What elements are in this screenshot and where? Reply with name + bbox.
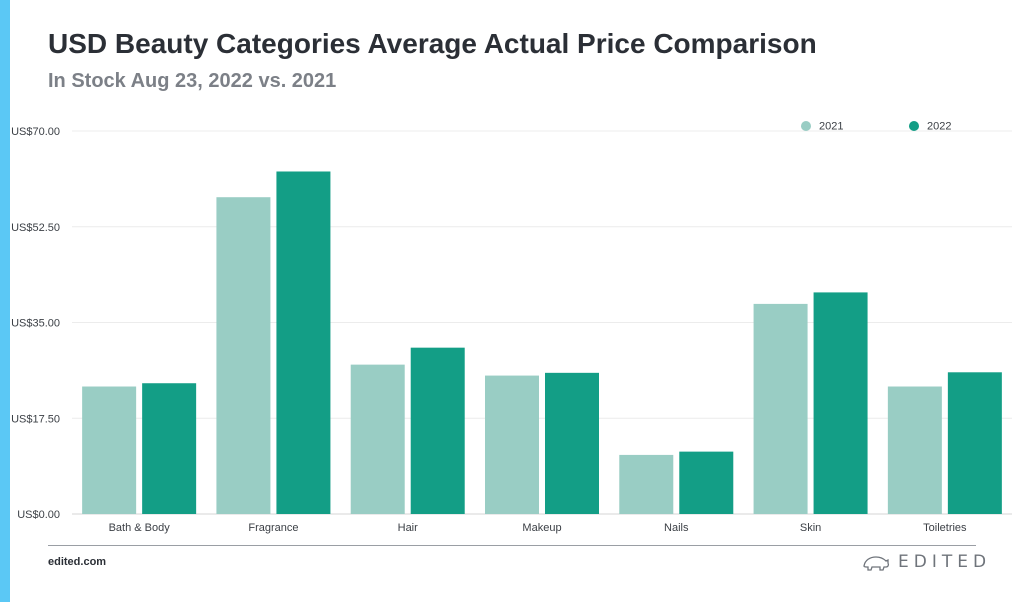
polar-bear-icon: [863, 556, 890, 571]
bar: [545, 372, 599, 514]
y-tick-label: US$35.00: [11, 318, 60, 330]
x-tick-label: Skin: [800, 522, 821, 534]
bar: [350, 364, 405, 514]
legend-label: 2022: [927, 121, 951, 133]
bar: [619, 454, 674, 514]
x-tick-label: Fragrance: [248, 522, 298, 534]
x-tick-label: Hair: [398, 522, 419, 534]
x-tick-label: Bath & Body: [109, 522, 171, 534]
x-tick-label: Nails: [664, 522, 689, 534]
bar: [679, 451, 734, 514]
y-tick-label: US$17.50: [11, 413, 60, 425]
footer-site-link[interactable]: edited.com: [48, 556, 107, 568]
legend-marker: [909, 121, 919, 131]
bar: [813, 292, 868, 514]
x-tick-label: Toiletries: [923, 522, 967, 534]
bar: [947, 372, 1002, 514]
legend-label: 2021: [819, 121, 843, 133]
bar: [276, 171, 331, 514]
bar: [82, 386, 137, 514]
y-tick-label: US$52.50: [11, 222, 60, 234]
brand-name: EDITED: [898, 552, 992, 572]
bar: [887, 386, 942, 514]
chart-title: USD Beauty Categories Average Actual Pri…: [48, 28, 817, 59]
bar: [216, 197, 271, 514]
brand-logo: EDITED: [862, 551, 991, 573]
bar: [142, 383, 197, 514]
footer-divider: [48, 545, 976, 546]
bar: [485, 375, 539, 514]
bar: [753, 303, 808, 514]
chart-subtitle: In Stock Aug 23, 2022 vs. 2021: [48, 70, 337, 92]
y-tick-label: US$0.00: [17, 509, 60, 521]
legend-marker: [801, 121, 811, 131]
bar: [410, 347, 465, 514]
y-tick-label: US$70.00: [11, 126, 60, 138]
x-tick-label: Makeup: [522, 522, 561, 534]
accent-strip: [0, 0, 10, 602]
